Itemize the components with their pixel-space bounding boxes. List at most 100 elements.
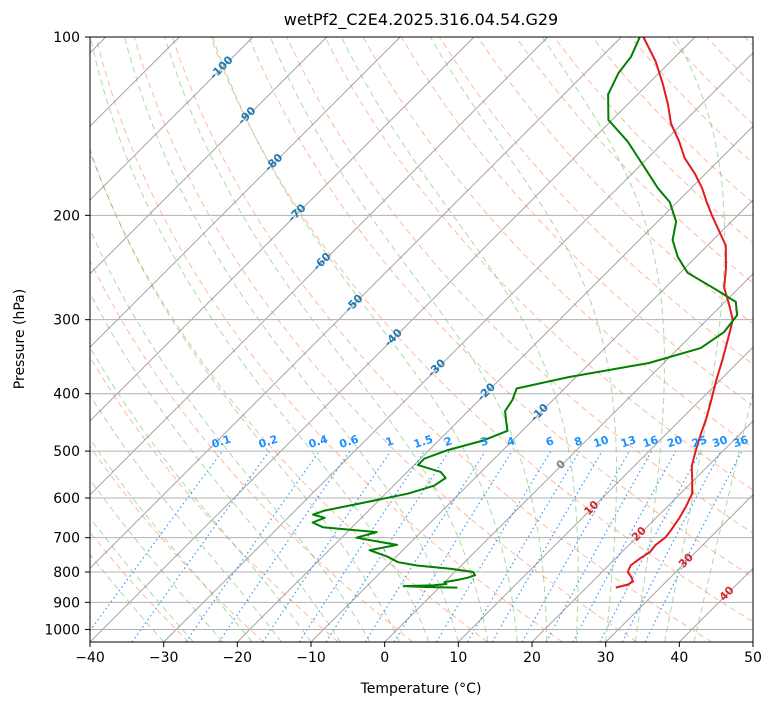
mixing-ratio-label: 20 — [665, 433, 684, 450]
mixing-ratio-line — [545, 450, 653, 642]
moist-adiabat — [124, 37, 459, 642]
isotherm-label: -80 — [262, 151, 285, 174]
mixing-ratio-label: 1 — [384, 434, 395, 449]
mixing-ratio-line — [644, 450, 743, 642]
dry-adiabat — [324, 37, 753, 491]
profile-lines — [311, 37, 739, 589]
mixing-ratio-line — [131, 450, 270, 642]
moist-adiabat — [542, 37, 666, 642]
temperature-line — [615, 37, 734, 589]
isotherm-line — [384, 273, 753, 642]
mixing-ratio-line — [262, 450, 392, 642]
y-tick-label: 1000 — [44, 622, 80, 638]
mixing-ratio-label: 0.2 — [257, 433, 280, 451]
isotherm-label: -20 — [475, 380, 498, 403]
mixing-ratio-line — [521, 450, 631, 642]
mixing-ratio-line — [599, 450, 702, 642]
y-tick-label: 100 — [53, 30, 80, 46]
isotherm-label: -10 — [528, 401, 551, 424]
mixing-ratio-line — [218, 450, 351, 642]
isotherm-line — [90, 37, 401, 348]
moist-adiabat — [212, 37, 518, 642]
isotherm-line — [163, 52, 753, 642]
moist-adiabat — [90, 438, 253, 642]
y-tick-label: 600 — [53, 491, 80, 507]
x-axis-ticks: −40 −30 −20 −10 0 10 20 30 40 50 — [75, 642, 762, 666]
dry-adiabat — [90, 356, 339, 642]
x-tick-label: 50 — [744, 650, 762, 666]
isotherm-line — [752, 641, 753, 642]
isotherm-line — [90, 37, 254, 201]
y-axis-ticks: 100 200 300 400 500 600 700 800 900 1000 — [44, 30, 90, 638]
x-tick-label: 20 — [523, 650, 541, 666]
isotherm-line — [457, 346, 753, 642]
isotherm-line — [90, 37, 475, 422]
isotherm-label: 10 — [581, 498, 601, 518]
dry-adiabat — [668, 37, 753, 125]
mixing-ratio-line — [572, 450, 677, 642]
x-tick-label: 0 — [380, 650, 389, 666]
dry-adiabat — [515, 37, 753, 284]
mixing-ratio-label: 0.6 — [338, 432, 361, 450]
y-tick-label: 500 — [53, 444, 80, 460]
dry-adiabat — [90, 150, 488, 642]
dry-adiabat — [248, 37, 753, 578]
isotherm-label: -100 — [207, 53, 236, 82]
x-tick-label: −20 — [223, 650, 253, 666]
moist-adiabat — [164, 37, 489, 642]
x-tick-label: −40 — [75, 650, 105, 666]
isotherm-label: -70 — [285, 201, 308, 224]
chart-title: wetPf2_C2E4.2025.316.04.54.G29 — [284, 10, 558, 30]
mixing-ratio-label: 10 — [592, 433, 611, 450]
background-lines — [90, 37, 753, 642]
isotherm-label: 40 — [717, 583, 737, 603]
line-labels: 0.1 0.2 0.4 0.6 1 1.5 2 3 4 6 8 10 13 16 20 25 30 36-100-… — [207, 53, 750, 604]
dry-adiabat — [744, 37, 753, 47]
moist-adiabat — [429, 37, 617, 642]
isotherm-label: -60 — [310, 250, 333, 273]
mixing-ratio-line — [325, 450, 450, 642]
dry-adiabat — [477, 37, 753, 325]
isotherm-line — [236, 125, 753, 642]
dry-adiabat — [90, 531, 190, 642]
mixing-ratio-label: 0.4 — [307, 432, 330, 450]
isotherm-label: -50 — [342, 292, 365, 315]
moist-adiabat — [90, 228, 371, 642]
mixing-ratio-line — [90, 450, 223, 632]
mixing-ratio-label: 8 — [573, 434, 584, 449]
pressure-gridlines — [90, 36, 753, 630]
isotherm-label: -30 — [425, 356, 448, 379]
isotherm-line — [605, 494, 753, 642]
y-tick-label: 700 — [53, 531, 80, 547]
mixing-ratio-label: 3 — [479, 434, 490, 449]
moist-adiabat — [90, 291, 341, 642]
mixing-ratio-label: 1.5 — [412, 433, 435, 451]
mixing-ratio-line — [364, 450, 486, 642]
y-axis-label: Pressure (hPa) — [12, 289, 28, 389]
mixing-ratio-line — [466, 450, 580, 642]
x-tick-label: 30 — [597, 650, 615, 666]
mixing-ratio-label: 25 — [690, 433, 709, 450]
moist-adiabat — [90, 478, 223, 642]
moist-adiabat — [90, 147, 400, 642]
isotherm-label: -40 — [382, 326, 405, 349]
dewpoint-line — [311, 37, 739, 589]
moist-adiabat — [693, 390, 753, 642]
dry-adiabat — [171, 37, 712, 642]
x-tick-label: 10 — [449, 650, 467, 666]
x-tick-label: −10 — [296, 650, 326, 666]
x-tick-label: −30 — [149, 650, 179, 666]
moist-adiabat — [90, 516, 194, 642]
dry-adiabat — [438, 37, 753, 366]
dry-adiabat — [133, 37, 638, 642]
isotherm-label: -90 — [235, 104, 258, 127]
mixing-ratio-line — [393, 450, 513, 642]
isotherm-line — [90, 37, 622, 569]
mixing-ratio-line — [298, 450, 425, 642]
mixing-ratio-line — [435, 450, 552, 642]
mixing-ratio-label: 4 — [505, 434, 517, 449]
dry-adiabat — [95, 37, 563, 642]
mixing-ratio-label: 30 — [711, 433, 730, 450]
y-tick-label: 800 — [53, 565, 80, 581]
